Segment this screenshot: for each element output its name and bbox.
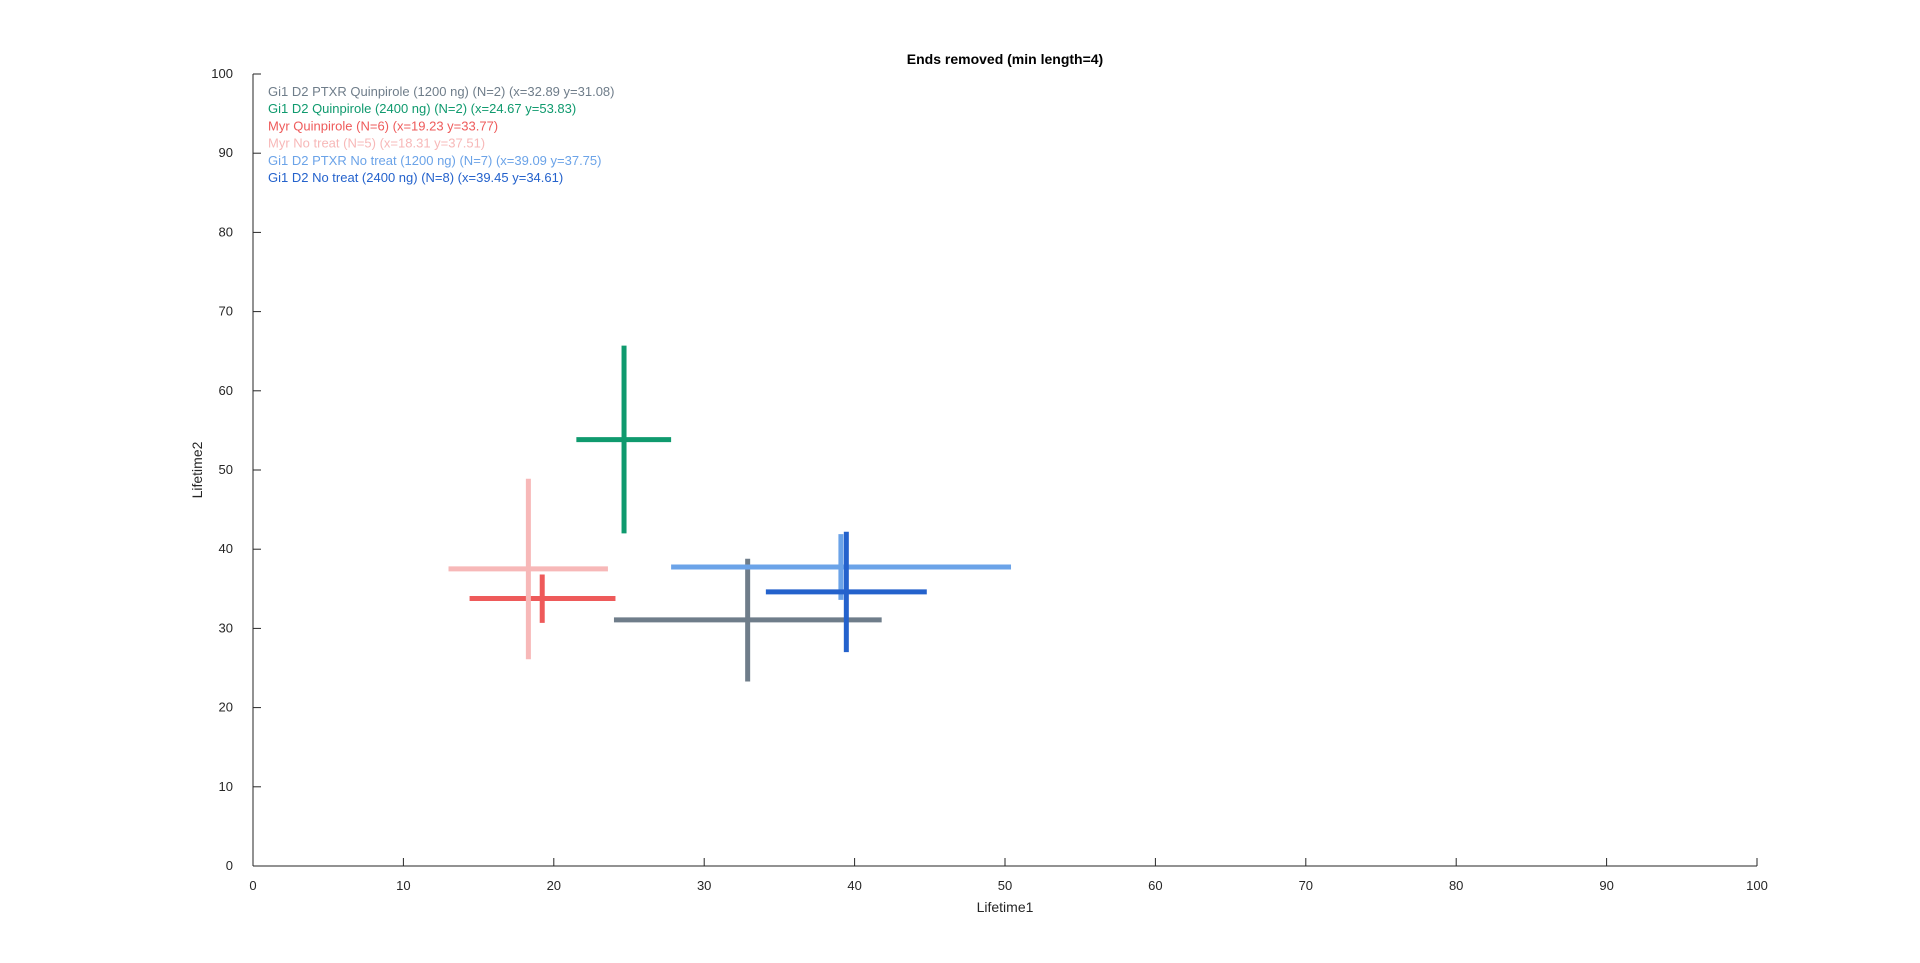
legend-entry: Gi1 D2 PTXR Quinpirole (1200 ng) (N=2) (… (268, 84, 614, 99)
series-cross-4 (448, 478, 608, 660)
x-tick-label: 100 (1746, 878, 1768, 893)
legend: Gi1 D2 PTXR Quinpirole (1200 ng) (N=2) (… (268, 84, 614, 185)
x-tick-label: 50 (998, 878, 1012, 893)
series-cross-2 (576, 345, 672, 534)
legend-entry: Myr No treat (N=5) (x=18.31 y=37.51) (268, 136, 485, 151)
x-tick-label: 70 (1299, 878, 1313, 893)
legend-entry: Gi1 D2 Quinpirole (2400 ng) (N=2) (x=24.… (268, 101, 576, 116)
series-cross-1 (613, 558, 882, 682)
legend-entry: Gi1 D2 No treat (2400 ng) (N=8) (x=39.45… (268, 170, 563, 185)
y-axis-label: Lifetime2 (189, 441, 205, 498)
legend-entry: Myr Quinpirole (N=6) (x=19.23 y=33.77) (268, 118, 498, 133)
legend-entry: Gi1 D2 PTXR No treat (1200 ng) (N=7) (x=… (268, 153, 601, 168)
x-tick-label: 20 (547, 878, 561, 893)
x-tick-label: 90 (1599, 878, 1613, 893)
x-axis-label: Lifetime1 (977, 899, 1034, 915)
y-tick-label: 20 (219, 700, 233, 715)
series-cross-5 (671, 534, 1012, 600)
y-tick-label: 30 (219, 620, 233, 635)
x-tick-label: 10 (396, 878, 410, 893)
x-tick-label: 60 (1148, 878, 1162, 893)
y-tick-label: 70 (219, 304, 233, 319)
x-axis-ticks: 0 10 20 30 40 50 60 70 80 90 100 (249, 858, 1768, 893)
y-tick-label: 80 (219, 224, 233, 239)
x-tick-label: 80 (1449, 878, 1463, 893)
x-tick-label: 30 (697, 878, 711, 893)
y-tick-label: 40 (219, 541, 233, 556)
y-tick-label: 50 (219, 462, 233, 477)
y-tick-label: 90 (219, 145, 233, 160)
y-tick-label: 100 (211, 66, 233, 81)
y-tick-label: 0 (226, 858, 233, 873)
chart-title: Ends removed (min length=4) (907, 51, 1103, 67)
x-tick-label: 0 (249, 878, 256, 893)
series-cross-3 (469, 574, 616, 623)
y-tick-label: 10 (219, 779, 233, 794)
series-cross-6 (765, 531, 927, 653)
x-tick-label: 40 (847, 878, 861, 893)
axes (252, 74, 1757, 867)
series-group (448, 345, 1012, 682)
y-axis-ticks: 0 10 20 30 40 50 60 70 80 90 100 (211, 66, 261, 873)
y-tick-label: 60 (219, 383, 233, 398)
